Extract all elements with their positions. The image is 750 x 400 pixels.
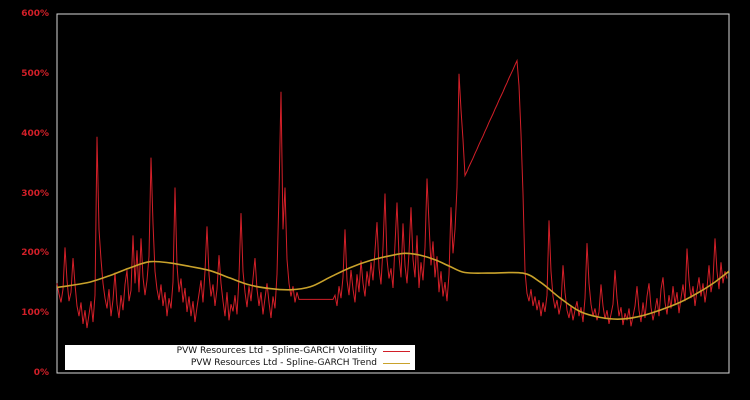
y-tick-label: 600%	[21, 9, 49, 19]
legend-row-trend: PVW Resources Ltd - Spline-GARCH Trend	[65, 358, 415, 369]
trend-line	[56, 252, 730, 320]
volatility-line	[56, 58, 728, 329]
y-tick-label: 100%	[21, 308, 49, 319]
legend-line-sample-volatility	[383, 351, 410, 352]
y-tick-label: 0%	[33, 368, 49, 378]
legend-label-volatility: PVW Resources Ltd - Spline-GARCH Volatil…	[176, 346, 377, 356]
legend-line-sample-trend	[383, 363, 410, 364]
y-tick-label: 200%	[21, 248, 49, 259]
y-tick-label: 300%	[21, 188, 49, 199]
legend: PVW Resources Ltd - Spline-GARCH Volatil…	[65, 345, 415, 370]
legend-row-volatility: PVW Resources Ltd - Spline-GARCH Volatil…	[65, 346, 415, 357]
plot-border	[56, 13, 730, 374]
legend-label-trend: PVW Resources Ltd - Spline-GARCH Trend	[190, 358, 377, 368]
y-tick-label: 500%	[21, 68, 49, 79]
y-tick-label: 400%	[21, 128, 49, 139]
